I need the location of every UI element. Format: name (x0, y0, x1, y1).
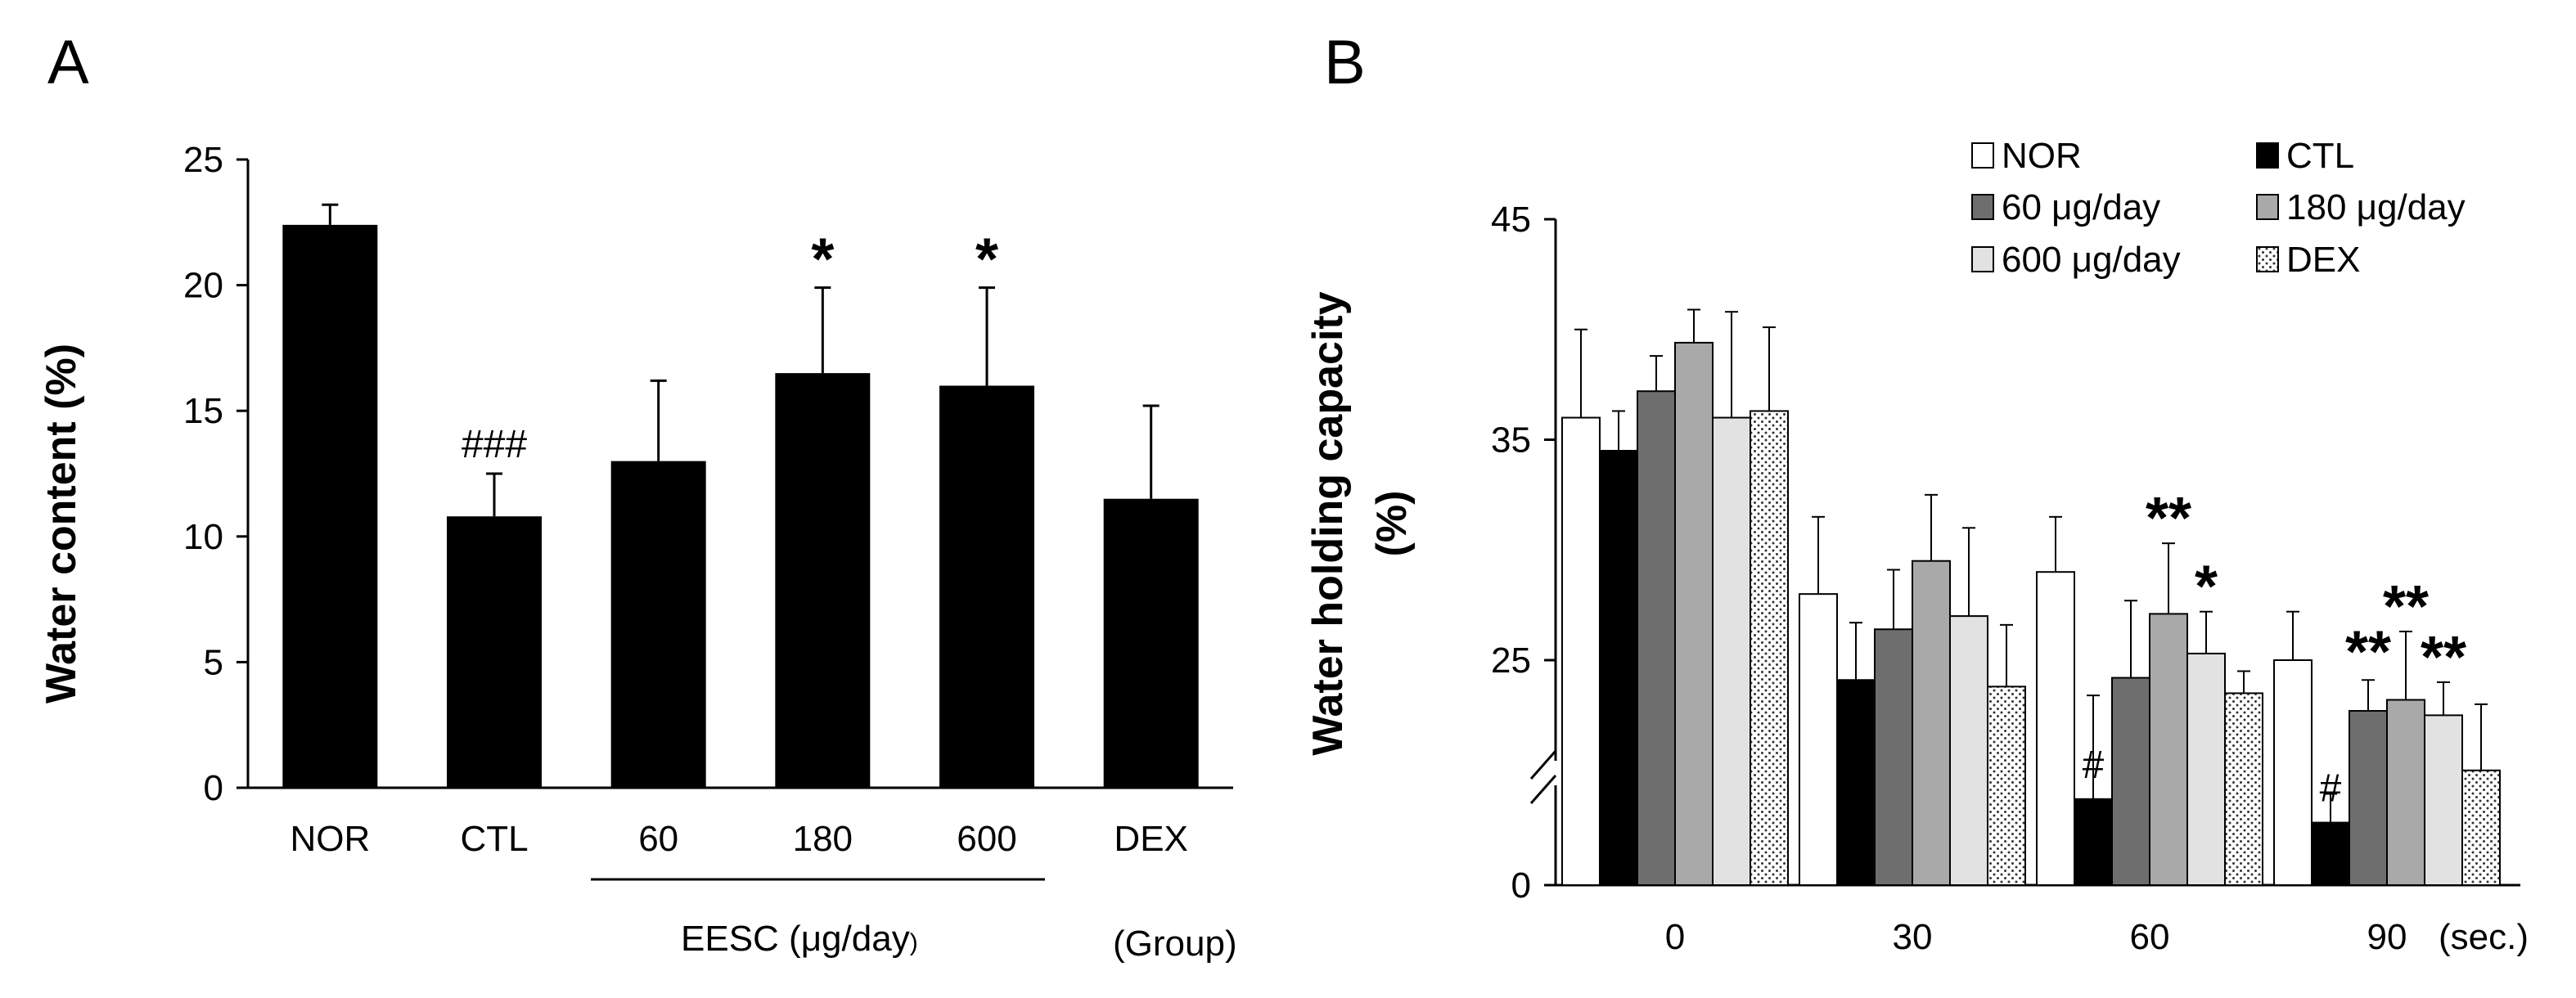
panel-a-significance-mark: * (811, 227, 834, 293)
panel-letter-b: B (1324, 28, 1366, 97)
legend-swatch (2256, 194, 2279, 220)
panel-b-bar (1949, 615, 1988, 886)
panel-a-chart: A Water content (%) 0 5 10 15 20 25 ### * * NOR… (38, 28, 1237, 964)
panel-b-significance-mark: ** (2421, 625, 2466, 690)
panel-a-y-tick-label: 15 (183, 391, 223, 431)
panel-b-bar (2074, 798, 2113, 886)
legend-label: 600 μg/day (2002, 240, 2181, 280)
panel-a-bar (610, 461, 706, 788)
legend-unit: μg/day (2051, 187, 2160, 227)
panel-b-bar (1712, 416, 1751, 886)
panel-a-bar (939, 385, 1034, 788)
legend-label: NOR (2002, 136, 2082, 176)
panel-a-group-label: EESC (μg/day) (681, 919, 918, 959)
panel-a-x-tick-label: 180 (793, 819, 853, 859)
panel-b-significance-mark: ** (2146, 486, 2191, 551)
panel-b-bar (2311, 821, 2350, 886)
panel-b-bar (1912, 560, 1951, 886)
panel-a-y-tick-label: 20 (183, 266, 223, 306)
panel-b-axis-break-2 (1529, 775, 1557, 804)
panel-b-y-tick-label: 0 (1511, 865, 1531, 906)
legend-swatch (1971, 246, 1994, 272)
panel-a-x-tick-label: CTL (460, 819, 528, 859)
legend-label: 180 μg/day (2286, 187, 2466, 227)
panel-b-y-tick-label: 35 (1491, 420, 1531, 461)
panel-b-x-tick-label: 0 (1665, 917, 1685, 957)
panel-b-bar (1874, 628, 1913, 887)
panel-b-bar (2349, 709, 2388, 886)
panel-b-y-axis-unit: (%) (1368, 491, 1416, 557)
panel-b-x-tick-label: 30 (1893, 917, 1933, 957)
panel-a-bar (775, 373, 871, 788)
panel-b-bar (1750, 410, 1789, 886)
panel-b-y-axis-label: Water holding capacity (1304, 291, 1352, 755)
panel-b-bar (1987, 686, 2026, 887)
panel-b-significance-mark: # (2320, 767, 2342, 811)
legend-swatch (2256, 142, 2279, 169)
panel-a-y-tick-label: 5 (204, 642, 223, 682)
panel-b-bar (1674, 341, 1714, 887)
legend-series-name: 180 (2286, 187, 2357, 227)
panel-a-group-close: ) (910, 929, 918, 956)
panel-a-bar (447, 516, 542, 788)
panel-a-y-tick-label: 10 (183, 517, 223, 557)
panel-b-bar (1561, 416, 1601, 886)
panel-a-significance-mark: * (975, 227, 998, 293)
panel-a-x-tick-label: 60 (638, 819, 678, 859)
panel-b-axis-break-1 (1529, 750, 1557, 780)
panel-a-significance-mark: ### (462, 423, 527, 466)
panel-a-x-tick-label: DEX (1114, 819, 1187, 859)
panel-b-y-tick-label: 45 (1491, 200, 1531, 240)
legend-series-name: CTL (2286, 136, 2354, 176)
panel-b-bar (2186, 652, 2226, 886)
panel-b-bar (2224, 692, 2263, 886)
panel-b-bar (1799, 593, 1838, 887)
panel-b-significance-mark: ** (2345, 619, 2391, 685)
panel-b-bar (2036, 571, 2075, 886)
panel-letter-a: A (47, 28, 89, 97)
panel-b-y-tick-label: 25 (1491, 641, 1531, 681)
panel-b-bar (1599, 449, 1638, 886)
panel-b-significance-mark: # (2083, 744, 2105, 787)
legend-series-name: NOR (2002, 136, 2082, 176)
legend-swatch (1971, 194, 1994, 220)
panel-a-y-axis-label: Water content (%) (38, 344, 85, 704)
legend-label: CTL (2286, 136, 2354, 176)
panel-b-bar (2149, 613, 2188, 887)
legend-series-name: 60 (2002, 187, 2051, 227)
panel-b-bar (1637, 390, 1676, 886)
legend-unit: μg/day (2357, 187, 2466, 227)
panel-a-group-unit: μg/day (801, 919, 910, 959)
panel-a-group-tag: (Group) (1113, 924, 1237, 964)
panel-b-bar (2424, 714, 2463, 886)
panel-a-y-tick-label: 25 (183, 140, 223, 180)
panel-b-bar (2273, 659, 2313, 886)
panel-a-bar (282, 224, 378, 788)
legend-series-name: 600 (2002, 240, 2072, 280)
panel-b-bar (2386, 699, 2425, 887)
panel-a-x-tick-label: 600 (957, 819, 1016, 859)
panel-b-bar (1836, 679, 1876, 886)
panel-a-group-label-text: EESC ( (681, 919, 801, 959)
panel-a-x-tick-label: NOR (290, 819, 370, 859)
panel-b-x-tick-label: 90 (2367, 917, 2407, 957)
legend-swatch (1971, 142, 1994, 169)
panel-b-significance-mark: * (2195, 555, 2218, 620)
panel-b-significance-mark: ** (2383, 574, 2429, 640)
legend-label: 60 μg/day (2002, 187, 2160, 227)
panel-a-bar (1103, 498, 1199, 788)
legend-swatch (2256, 246, 2279, 272)
legend-series-name: DEX (2286, 240, 2360, 280)
panel-b-x-unit: (sec.) (2439, 917, 2529, 957)
legend-label: DEX (2286, 240, 2360, 280)
legend-unit: μg/day (2072, 240, 2181, 280)
panel-a-y-tick-label: 0 (204, 768, 223, 808)
panel-b-bar (2111, 677, 2150, 886)
panel-b-bar (2461, 769, 2501, 886)
panel-b-x-tick-label: 60 (2130, 917, 2170, 957)
